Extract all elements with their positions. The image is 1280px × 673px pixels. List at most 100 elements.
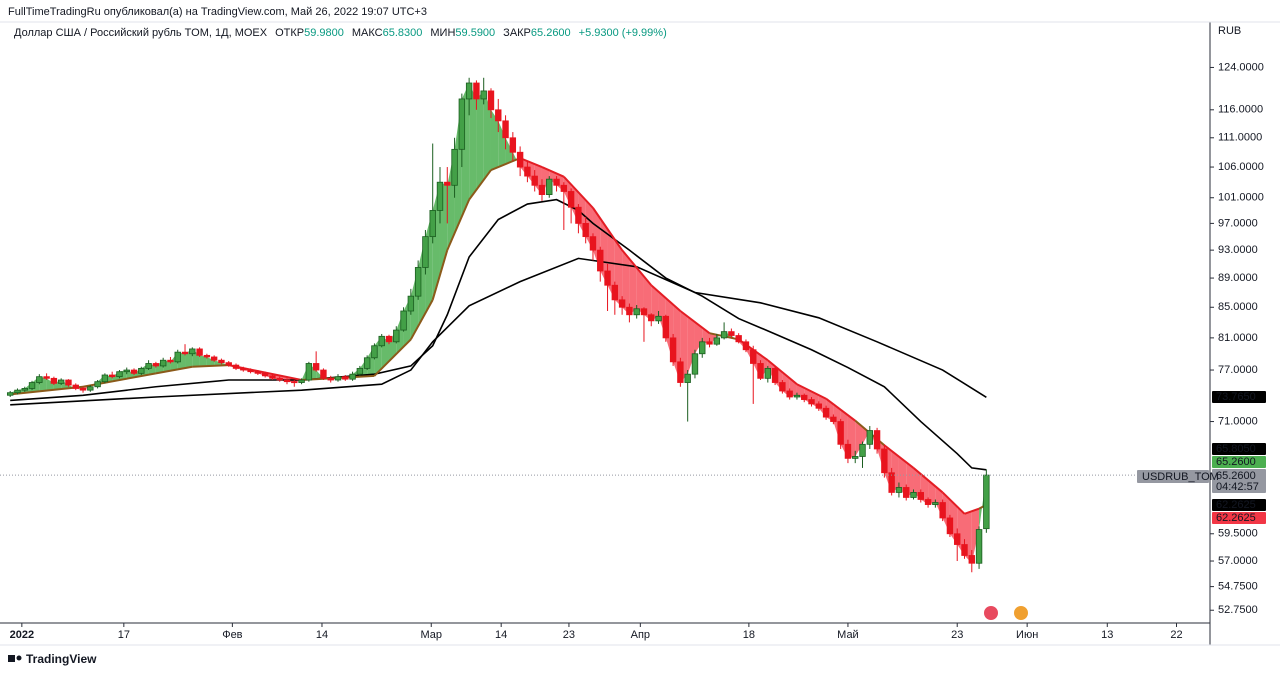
y-tick-label: 101.0000	[1218, 192, 1264, 204]
trend-fill	[651, 285, 659, 321]
candle-body	[240, 367, 247, 371]
ema-line	[468, 169, 492, 201]
candle-body	[363, 357, 371, 369]
candle-body	[116, 371, 123, 378]
candle-body	[210, 356, 218, 361]
trend-fill	[46, 378, 54, 391]
x-tick-label: 2022	[10, 629, 34, 641]
candle-body	[954, 533, 961, 545]
candle-body	[6, 392, 14, 396]
candle-body	[451, 148, 458, 186]
trend-fill	[731, 335, 739, 342]
legend-item: +5.9300 (+9.99%)	[579, 27, 667, 39]
trend-fill	[636, 267, 644, 315]
candle-body	[94, 381, 101, 388]
candle-body	[706, 341, 713, 345]
candle-body	[385, 335, 393, 343]
candle-body	[36, 376, 43, 383]
candle-body	[436, 181, 444, 211]
ema-line	[767, 359, 798, 385]
candle-body	[757, 363, 764, 379]
candle-body	[575, 206, 582, 224]
candle-body	[298, 379, 305, 383]
price-label-box	[1212, 456, 1266, 468]
candle-body	[327, 377, 334, 381]
candle-body	[79, 388, 87, 391]
candle-body	[837, 421, 844, 445]
candle-body	[648, 314, 655, 322]
candle-body	[750, 349, 757, 364]
ema-line	[409, 299, 434, 340]
candle-body	[560, 184, 568, 192]
y-tick-label: 85.0000	[1218, 301, 1258, 313]
ema-line	[490, 157, 521, 171]
candle-body	[181, 351, 189, 355]
candle-body	[108, 374, 116, 378]
candle-body	[400, 310, 407, 331]
candle-body	[618, 299, 626, 308]
event-icon	[982, 604, 1000, 622]
candle-body	[779, 382, 786, 392]
candle-body	[196, 348, 203, 356]
ema-line	[446, 199, 471, 251]
logo-mark	[16, 655, 22, 661]
y-tick-label: 124.0000	[1218, 61, 1264, 73]
moving-average-line	[10, 257, 987, 406]
candle-body	[859, 443, 866, 457]
candle-body	[582, 222, 589, 238]
trend-fill	[483, 90, 491, 180]
legend-text: Доллар США / Российский рубль TOM, 1Д, M…	[14, 27, 667, 39]
price-label-box	[1212, 391, 1266, 403]
candle-body	[903, 487, 910, 498]
trend-fill	[687, 316, 695, 375]
candle-body	[830, 416, 837, 422]
x-tick-label: Мар	[420, 629, 442, 641]
candle-body	[873, 430, 881, 450]
candle-body	[516, 151, 524, 168]
legend-item: ЗАКР	[503, 27, 531, 39]
x-tick-label: 17	[118, 629, 130, 641]
candle-body	[145, 363, 152, 369]
candle-body	[910, 492, 917, 498]
currency: RUB	[1218, 25, 1241, 37]
x-tick-label: 13	[1101, 629, 1113, 641]
y-tick-label: 57.0000	[1218, 555, 1258, 567]
price-label: 65.2600	[1216, 470, 1256, 482]
candle-body	[924, 499, 932, 505]
candle-body	[393, 329, 400, 343]
candle-body	[57, 379, 65, 384]
candle-body	[699, 341, 706, 355]
candle-body	[691, 353, 699, 375]
candle-body	[320, 369, 327, 379]
x-tick-label: 22	[1170, 629, 1182, 641]
candle-body	[371, 345, 378, 359]
legend-item: 59.5900	[455, 27, 495, 39]
candle-body	[713, 337, 721, 345]
candle-body	[939, 502, 946, 519]
candle-body	[167, 359, 174, 363]
candle-body	[735, 335, 742, 343]
trend-fill	[214, 360, 222, 366]
candle-body	[720, 331, 728, 339]
candle-body	[138, 367, 145, 374]
trend-fill	[979, 475, 987, 530]
ema-line	[431, 249, 449, 301]
candle-body	[87, 386, 94, 391]
candle-body	[589, 236, 597, 251]
candle-body	[495, 109, 502, 122]
candle-body	[283, 379, 291, 383]
candle-body	[254, 371, 262, 374]
ema-line	[592, 207, 623, 251]
candle-body	[28, 382, 36, 389]
legend-item: 65.2600	[531, 27, 571, 39]
price-label-box	[1212, 443, 1266, 455]
candle-body	[728, 331, 735, 336]
x-tick-label: 23	[951, 629, 963, 641]
candle-body	[546, 178, 553, 195]
ema-line	[373, 338, 412, 377]
x-tick-label: 14	[495, 629, 507, 641]
x-tick-label: 18	[743, 629, 755, 641]
candle-body	[961, 544, 968, 556]
